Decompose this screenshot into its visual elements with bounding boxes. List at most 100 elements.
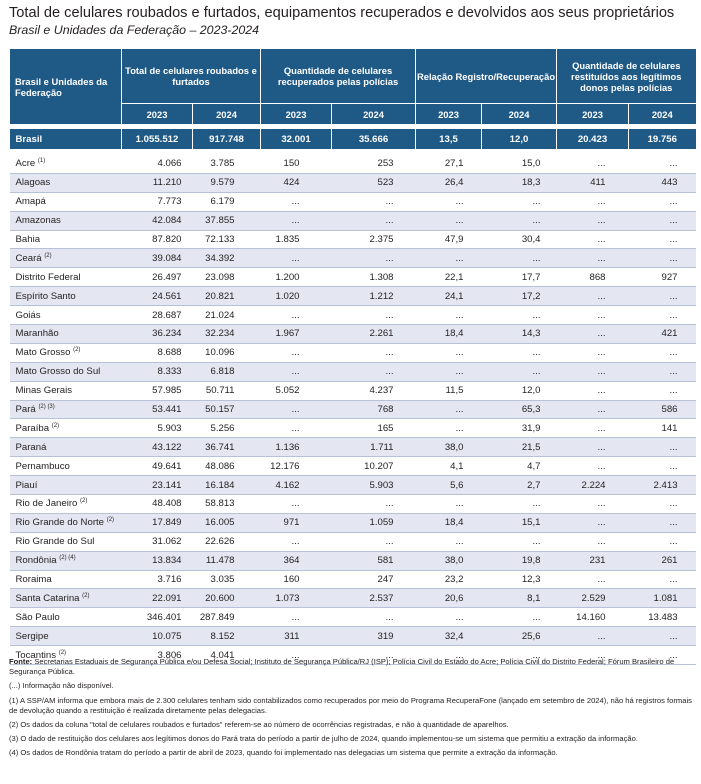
table-cell: 15,0 xyxy=(481,155,557,174)
table-cell: 2.529 xyxy=(556,588,629,609)
table-cell: ... xyxy=(481,305,557,326)
table-cell: ... xyxy=(556,513,629,533)
table-cell: 34.392 xyxy=(192,248,261,269)
table-row: Espírito Santo 24.561 20.821 1.020 1.212 24,1… xyxy=(9,286,696,307)
table-cell: 17.849 xyxy=(121,513,193,533)
table-cell: 48.086 xyxy=(192,456,261,477)
table-cell: 1.081 xyxy=(628,588,696,609)
table-cell: 8.688 xyxy=(121,343,193,363)
state-name: Ceará xyxy=(15,252,42,264)
table-cell: 5.256 xyxy=(192,418,261,439)
table-cell: 364 xyxy=(260,551,332,571)
table-cell: ... xyxy=(556,456,629,477)
table-row: Amazonas 42.084 37.855.................. xyxy=(9,211,696,231)
table-cell: ... xyxy=(260,400,332,420)
header-year-2023: 2023 xyxy=(260,103,332,124)
table-cell: 6.179 xyxy=(192,192,261,212)
table-cell: 1.200 xyxy=(260,267,332,288)
table-cell: 16.184 xyxy=(192,475,261,496)
row-name: Tocantins (2) xyxy=(9,645,122,666)
footnote-na: (...) Informação não disponível. xyxy=(9,681,114,691)
row-name: Santa Catarina (2) xyxy=(9,588,122,609)
table-cell: 7.773 xyxy=(121,192,193,212)
table-cell: ... xyxy=(260,192,332,212)
footnote-marker: (2) xyxy=(58,649,67,656)
row-name: Rio Grande do Norte (2) xyxy=(9,513,122,533)
table-cell: 26,4 xyxy=(415,173,482,193)
row-name: Paraíba (2) xyxy=(9,418,122,439)
row-name: Distrito Federal xyxy=(9,267,122,288)
table-cell: ... xyxy=(415,418,482,439)
row-name: Goiás xyxy=(9,305,122,326)
table-cell: ... xyxy=(556,230,629,250)
table-cell: 26.497 xyxy=(121,267,193,288)
table-cell: 13.834 xyxy=(121,551,193,571)
table-cell: ... xyxy=(415,532,482,552)
state-name: Paraná xyxy=(15,441,47,453)
table-cell: 23.098 xyxy=(192,267,261,288)
state-name: Rio Grande do Sul xyxy=(15,536,95,548)
table-cell: ... xyxy=(260,494,332,514)
table-cell: 36.741 xyxy=(192,437,261,458)
table-cell: ... xyxy=(556,532,629,552)
table-cell: 311 xyxy=(260,626,332,647)
table-cell: 1.308 xyxy=(331,267,416,288)
table-cell: 38,0 xyxy=(415,551,482,571)
header-restituidos: Quantidade de celulares restituídos aos … xyxy=(556,49,696,104)
table-row: Santa Catarina (2) 22.091 20.600 1.073 2.537… xyxy=(9,588,696,609)
row-name: Bahia xyxy=(9,230,122,250)
table-row: Rondônia (2) (4) 13.834 11.478 364 581 38,0 19… xyxy=(9,551,696,571)
table-cell: 38,0 xyxy=(415,437,482,458)
footnote-4: (4) Os dados de Rondônia tratam do perío… xyxy=(9,748,558,758)
table-cell: 32,4 xyxy=(415,626,482,647)
table-cell: 9.579 xyxy=(192,173,261,193)
table-cell: 32.234 xyxy=(192,324,261,344)
table-cell: ... xyxy=(556,400,629,420)
table-cell: 65,3 xyxy=(481,400,557,420)
table-cell: 8.333 xyxy=(121,362,193,382)
table-cell: 4.162 xyxy=(260,475,332,496)
header-year-2023: 2023 xyxy=(556,103,629,124)
table-cell: ... xyxy=(628,381,696,401)
table-cell: 72.133 xyxy=(192,230,261,250)
table-cell: 5.052 xyxy=(260,381,332,401)
row-name: São Paulo xyxy=(9,607,122,628)
table-cell: 12,3 xyxy=(481,570,557,590)
table-cell: 287.849 xyxy=(192,607,261,628)
table-cell: 6.818 xyxy=(192,362,261,382)
table-row: Bahia 87.820 72.133 1.835 2.375 47,9 30,4.....… xyxy=(9,230,696,250)
row-name: Paraná xyxy=(9,437,122,458)
state-name: Piauí xyxy=(15,479,38,491)
table-cell: 32.001 xyxy=(260,129,332,149)
table-subtitle: Brasil e Unidades da Federação – 2023-20… xyxy=(9,23,260,37)
table-cell: 4.237 xyxy=(331,381,416,401)
table-cell: ... xyxy=(331,192,416,212)
table-row: Pernambuco 49.641 48.086 12.176 10.207 4,1 4,7… xyxy=(9,456,696,477)
table-cell: 21.024 xyxy=(192,305,261,326)
header-year-2023: 2023 xyxy=(121,103,193,124)
table-cell: 253 xyxy=(331,155,416,174)
table-cell: 36.234 xyxy=(121,324,193,344)
state-name: Tocantins xyxy=(15,649,57,661)
table-cell: 2.261 xyxy=(331,324,416,344)
state-name: Rio de Janeiro xyxy=(15,498,78,510)
table-cell: ... xyxy=(628,456,696,477)
footnote-marker: (2) (4) xyxy=(59,555,76,562)
row-name: Rondônia (2) (4) xyxy=(9,551,122,571)
row-name: Pará (2) (3) xyxy=(9,400,122,420)
table-cell: 3.785 xyxy=(192,155,261,174)
table-cell: ... xyxy=(556,211,629,231)
table-cell: 12.176 xyxy=(260,456,332,477)
table-cell: 443 xyxy=(628,173,696,193)
row-name: Ceará (2) xyxy=(9,248,122,269)
table-cell: 421 xyxy=(628,324,696,344)
table-cell: 11.478 xyxy=(192,551,261,571)
table-cell: 42.084 xyxy=(121,211,193,231)
row-name: Roraima xyxy=(9,570,122,590)
table-cell: 19.756 xyxy=(628,129,696,149)
table-row: Minas Gerais 57.985 50.711 5.052 4.237 11,5 12… xyxy=(9,381,696,401)
table-cell: ... xyxy=(628,494,696,514)
table-cell: 13.483 xyxy=(628,607,696,628)
table-cell: 1.835 xyxy=(260,230,332,250)
table-cell: 424 xyxy=(260,173,332,193)
